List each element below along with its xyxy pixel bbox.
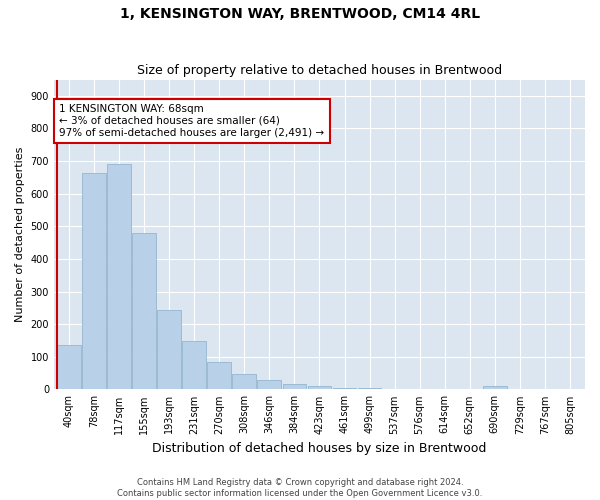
Title: Size of property relative to detached houses in Brentwood: Size of property relative to detached ho… [137,64,502,77]
Bar [157,310,181,390]
Y-axis label: Number of detached properties: Number of detached properties [15,147,25,322]
Bar [283,384,307,390]
Text: Contains HM Land Registry data © Crown copyright and database right 2024.
Contai: Contains HM Land Registry data © Crown c… [118,478,482,498]
Text: 1, KENSINGTON WAY, BRENTWOOD, CM14 4RL: 1, KENSINGTON WAY, BRENTWOOD, CM14 4RL [120,8,480,22]
Bar [483,386,507,390]
Bar [132,233,156,390]
Bar [332,388,356,390]
Bar [182,341,206,390]
Bar [308,386,331,390]
Bar [383,389,407,390]
X-axis label: Distribution of detached houses by size in Brentwood: Distribution of detached houses by size … [152,442,487,455]
Bar [208,362,231,390]
Bar [82,172,106,390]
Bar [358,388,382,390]
Bar [232,374,256,390]
Bar [57,346,81,390]
Bar [107,164,131,390]
Text: 1 KENSINGTON WAY: 68sqm
← 3% of detached houses are smaller (64)
97% of semi-det: 1 KENSINGTON WAY: 68sqm ← 3% of detached… [59,104,325,138]
Bar [257,380,281,390]
